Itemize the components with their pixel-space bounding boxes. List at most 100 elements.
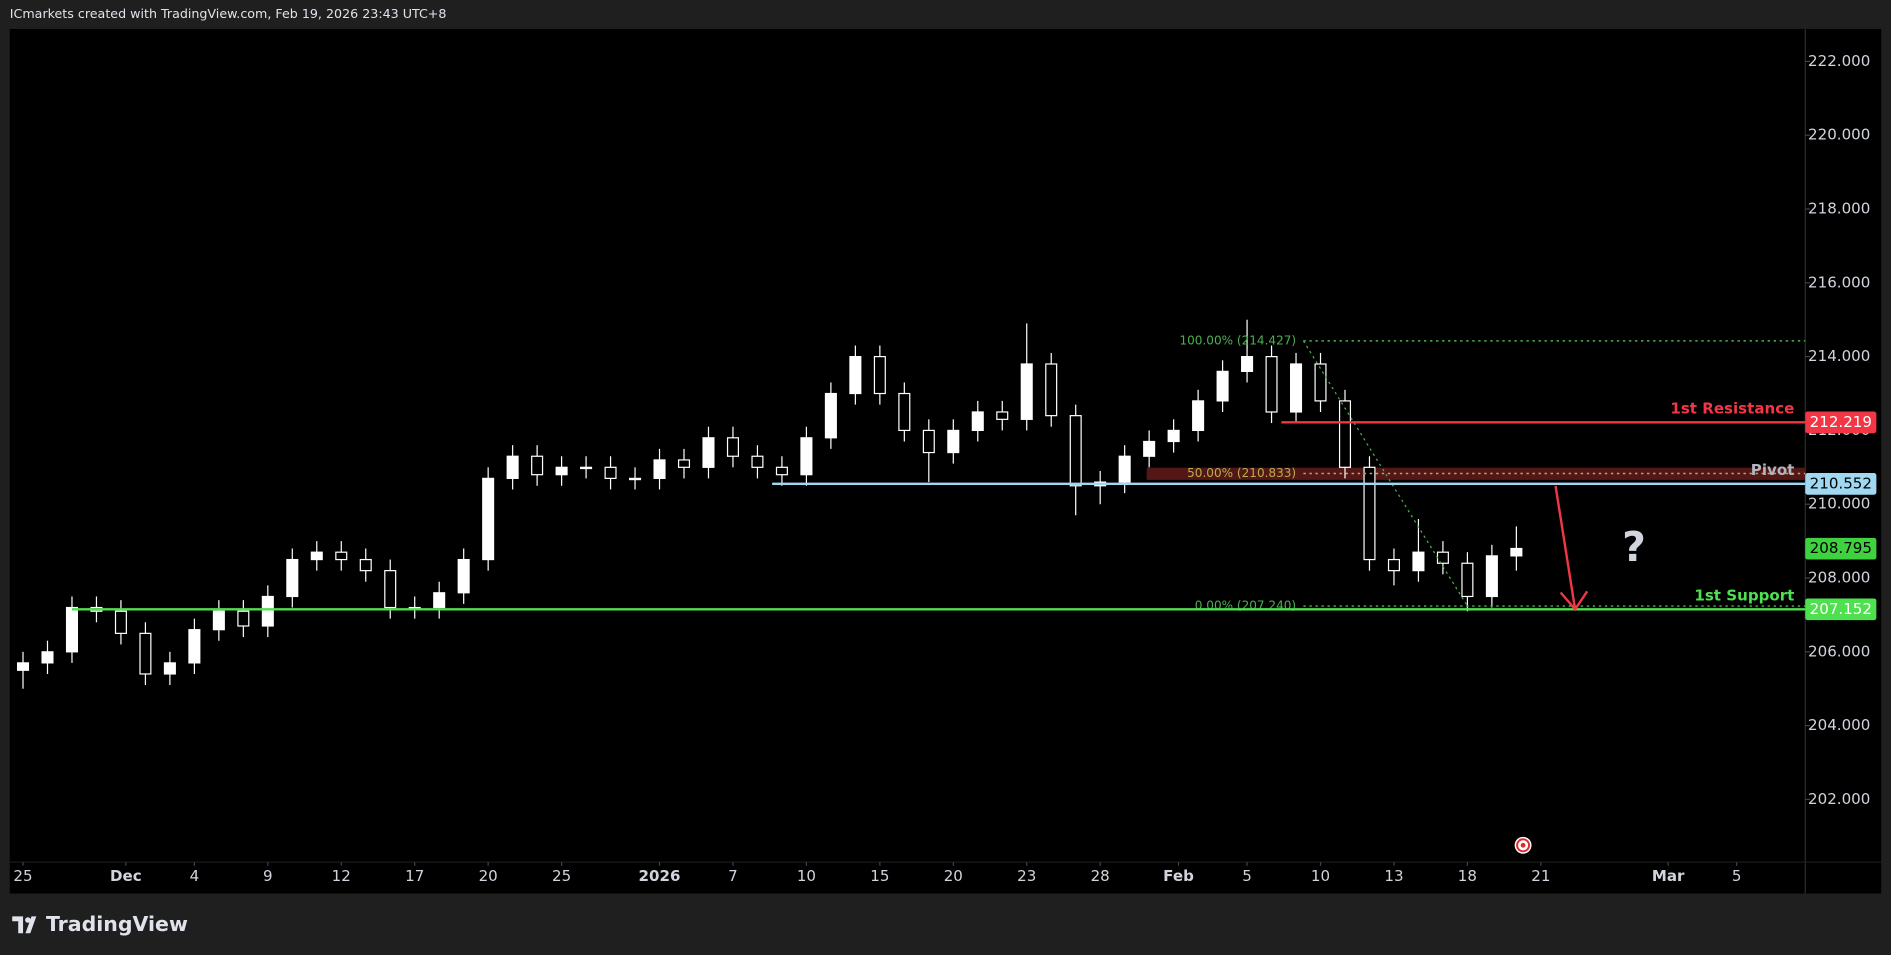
fib-label: 50.00% (210.833)	[1187, 466, 1296, 480]
x-tick-label: 15	[870, 867, 889, 885]
fib-zone	[1146, 467, 1806, 480]
candle-body	[359, 558, 372, 572]
candle-body	[629, 477, 642, 481]
candle-body	[457, 558, 470, 594]
candle-body	[849, 356, 862, 395]
x-tick-label: 18	[1458, 867, 1477, 885]
candle-body	[1118, 455, 1131, 483]
x-tick-label: 5	[1242, 867, 1252, 885]
candle-body	[41, 651, 54, 664]
x-tick-label: 10	[1311, 867, 1330, 885]
footer-brand: TradingView	[46, 912, 188, 936]
candle-body	[677, 459, 691, 468]
candle-body	[751, 455, 764, 468]
level-name: Pivot	[1751, 461, 1795, 479]
y-tick-label: 220.000	[1808, 126, 1870, 144]
candle-body	[1314, 363, 1327, 402]
y-tick-label: 218.000	[1808, 200, 1870, 218]
arrow-shaft	[1554, 485, 1577, 610]
candle-body	[800, 437, 813, 476]
candle-body	[580, 466, 593, 470]
candle-body	[1143, 440, 1156, 457]
x-tick-label: 25	[552, 867, 571, 885]
price-box	[1805, 472, 1877, 495]
candle-body	[1338, 400, 1352, 468]
candle-body	[188, 629, 201, 664]
candle-body	[1436, 551, 1449, 564]
x-tick-label: 28	[1091, 867, 1110, 885]
candle-body	[1363, 466, 1376, 561]
candle-body	[1412, 551, 1425, 572]
candle-body	[261, 595, 274, 627]
y-tick-label: 214.000	[1808, 347, 1870, 365]
level-name: 1st Support	[1694, 587, 1794, 605]
candle-body	[726, 437, 739, 457]
fib-trend	[1302, 340, 1468, 607]
candle-body	[65, 606, 79, 653]
x-tick-label: 7	[728, 867, 738, 885]
candle-body	[775, 466, 788, 476]
y-tick-label: 216.000	[1808, 273, 1870, 291]
header: ICmarkets created with TradingView.com, …	[10, 6, 447, 21]
candle-body	[1461, 562, 1474, 598]
candle-body	[433, 592, 446, 609]
arrow-head	[1559, 590, 1589, 612]
y-tick-label: 210.000	[1808, 495, 1870, 513]
x-tick-label: Mar	[1652, 867, 1685, 885]
level-name: 1st Resistance	[1670, 400, 1794, 418]
price-box-label: 210.552	[1810, 474, 1872, 492]
candle-body	[702, 437, 715, 468]
x-tick-label: 21	[1531, 867, 1550, 885]
candle-body	[310, 551, 323, 561]
logo	[12, 916, 37, 934]
x-tick-label: 13	[1384, 867, 1403, 885]
candle-body	[1069, 415, 1082, 487]
candle-body	[1265, 356, 1278, 413]
candle-body	[947, 429, 960, 454]
candle-body	[922, 429, 935, 454]
x-tick-label: Dec	[110, 867, 142, 885]
price-box-label: 212.219	[1810, 413, 1872, 431]
candle-body	[1510, 547, 1523, 557]
plot-area	[9, 28, 1882, 894]
last-price-box	[1805, 537, 1877, 560]
x-tick-label: 23	[1017, 867, 1036, 885]
candle-body	[1485, 555, 1498, 598]
candle-body	[1290, 363, 1303, 413]
candle-body	[163, 662, 176, 675]
y-tick-label: 204.000	[1808, 716, 1870, 734]
x-tick-label: 9	[263, 867, 273, 885]
candle-body	[384, 570, 397, 609]
price-box	[1805, 411, 1877, 434]
candle-body	[139, 632, 152, 675]
x-tick-label: 20	[479, 867, 498, 885]
candle-body	[653, 459, 666, 479]
y-tick-label: 202.000	[1808, 790, 1870, 808]
y-tick-label: 208.000	[1808, 569, 1870, 587]
x-tick-label: 4	[190, 867, 200, 885]
candle-body	[873, 356, 886, 395]
candle-body	[237, 610, 250, 627]
x-tick-label: 12	[332, 867, 351, 885]
annotation: ?	[1622, 523, 1646, 571]
alert-icon	[1514, 836, 1532, 854]
candle-body	[604, 466, 617, 479]
x-tick-label: 20	[944, 867, 963, 885]
candle-body	[898, 392, 911, 432]
candle-body	[335, 551, 348, 561]
candle-body	[1167, 429, 1180, 443]
candle-body	[531, 455, 544, 476]
candle-body	[212, 610, 225, 631]
candle-body	[1241, 356, 1254, 372]
candle-body	[506, 455, 519, 479]
candle-body	[1387, 558, 1400, 572]
price-box-label: 207.152	[1810, 600, 1872, 618]
fib-label: 100.00% (214.427)	[1179, 333, 1296, 347]
x-tick-label: 17	[405, 867, 424, 885]
last-price-label: 208.795	[1810, 539, 1872, 557]
candle-body	[286, 558, 299, 598]
x-tick-label: 5	[1732, 867, 1742, 885]
candle-body	[555, 466, 568, 476]
